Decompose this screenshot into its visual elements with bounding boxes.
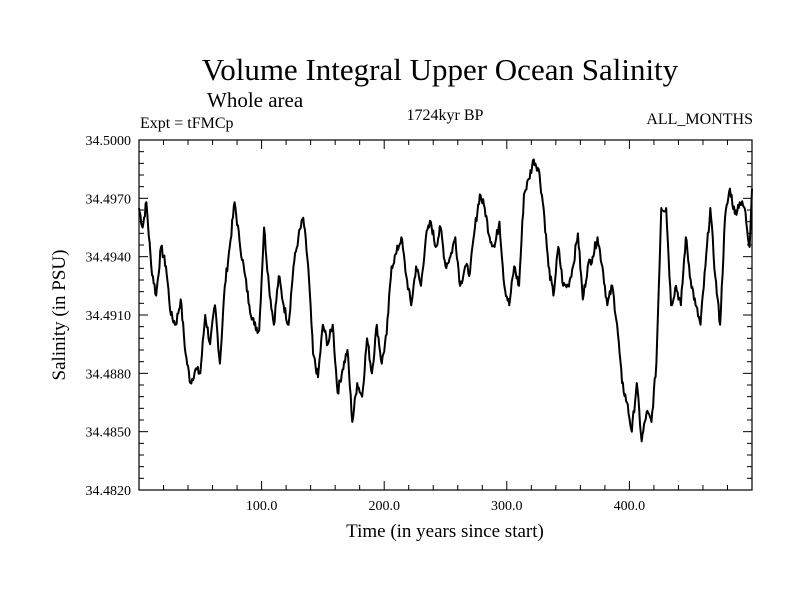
x-tick-labels: 100.0 200.0 300.0 400.0 [246, 499, 645, 514]
x-axis-label: Time (in years since start) [346, 521, 544, 542]
chart-subtitle: Whole area [207, 88, 304, 112]
y-tick-label: 34.4850 [86, 426, 132, 441]
y-tick-label: 34.4940 [86, 251, 132, 266]
y-tick-label: 34.4910 [86, 309, 132, 324]
chart-title: Volume Integral Upper Ocean Salinity [201, 52, 679, 87]
experiment-label: Expt = tFMCp [140, 115, 234, 132]
period-label: 1724kyr BP [406, 107, 484, 124]
x-tick-label: 200.0 [368, 499, 400, 514]
x-tick-label: 300.0 [491, 499, 523, 514]
axis-ticks [139, 140, 752, 490]
x-tick-label: 400.0 [614, 499, 646, 514]
y-tick-label: 34.4820 [86, 484, 132, 499]
x-tick-label: 100.0 [246, 499, 278, 514]
months-label: ALL_MONTHS [646, 111, 753, 128]
y-axis-label: Salinity (in PSU) [49, 250, 70, 381]
y-tick-labels: 34.4820 34.4850 34.4880 34.4910 34.4940 34.49… [86, 134, 132, 499]
y-tick-label: 34.4880 [86, 367, 132, 382]
salinity-line [138, 158, 753, 443]
plot-frame [138, 139, 753, 491]
y-tick-label: 34.4970 [86, 192, 132, 207]
y-tick-label: 34.5000 [86, 134, 132, 149]
